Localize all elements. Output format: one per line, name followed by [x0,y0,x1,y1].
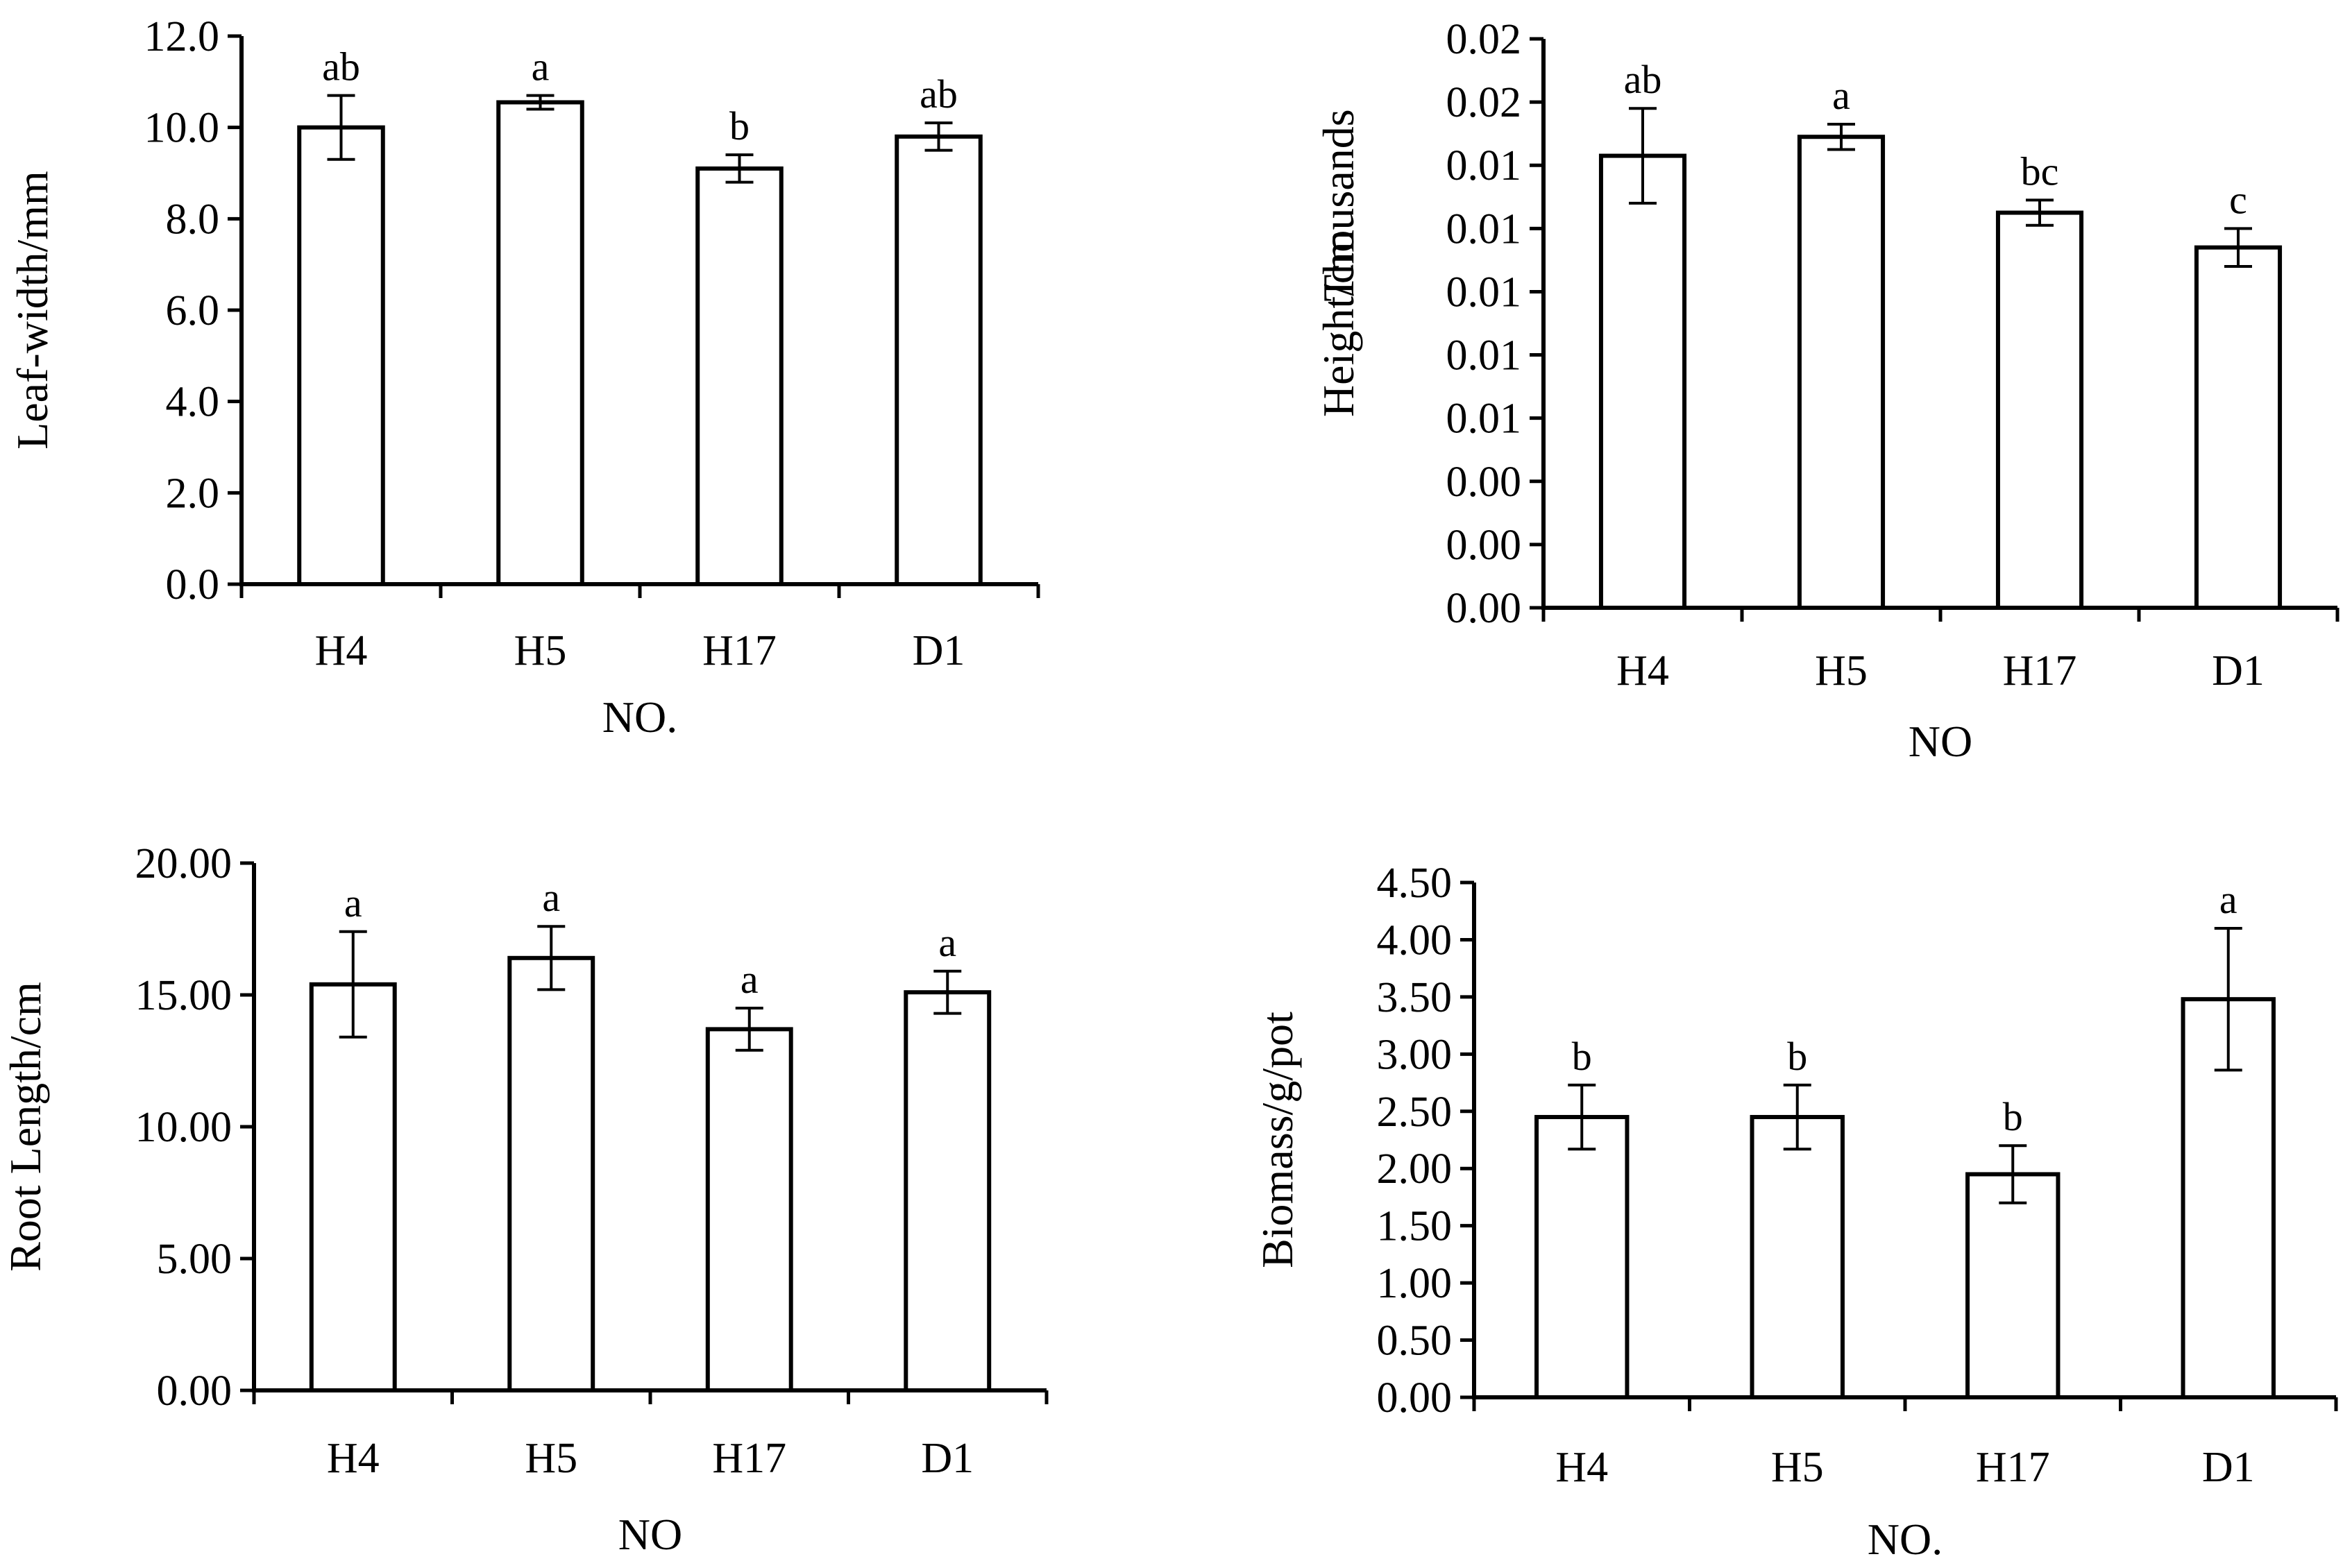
y-tick-label: 8.0 [166,196,220,243]
y-tick-label: 0.01 [1446,142,1522,189]
bar [904,990,992,1392]
significance-label: ab [1624,57,1662,102]
root-length-chart: 0.00 5.00 10.00 15.00 20.00 a H4 a H5 a H17 a D1 NO Ro… [1,840,1049,1559]
bar [1598,153,1687,611]
bar [507,955,595,1393]
bar [2194,245,2283,610]
y-tick-label: 3.00 [1377,1031,1453,1078]
bar [695,166,784,586]
y-tick-label: 0.00 [157,1367,232,1415]
category-label: H4 [315,627,368,674]
bar [1534,1115,1630,1399]
y-tick-label: 0.01 [1446,205,1522,253]
significance-label: ab [322,44,360,90]
significance-label: b [1787,1034,1807,1079]
category-label: H17 [702,627,777,674]
significance-label: b [2003,1094,2023,1139]
y-tick-label: 0.01 [1446,269,1522,316]
y-tick-label: 2.0 [166,470,220,517]
x-axis-title: NO [1909,717,1972,766]
y-tick-label: 6.0 [166,287,220,334]
y-tick-label: 0.02 [1446,79,1522,126]
y-tick-label: 1.50 [1377,1203,1453,1250]
biomass-chart: 0.00 0.50 1.00 1.50 2.00 2.50 3.00 3.50 4.00 4.50… [1253,860,2338,1564]
y-axis-title: Biomass/g/pot [1253,1012,1302,1268]
x-axis-title: NO [618,1510,682,1559]
category-label: H4 [1616,647,1669,694]
x-axis-title: NO. [602,692,677,742]
y-tick-label: 2.50 [1377,1089,1453,1136]
category-label: D1 [2202,1444,2255,1491]
y-tick-label: 4.00 [1377,917,1453,964]
y-tick-label: 10.0 [144,105,220,152]
y-tick-label: 4.50 [1377,860,1453,907]
bar [1797,135,1886,610]
y-tick-label: 4.0 [166,379,220,426]
significance-label: a [741,957,759,1002]
y-tick-label: 3.50 [1377,974,1453,1021]
y-axis-overlap-title: Thousands [1314,109,1363,301]
y-axis-title: Leaf-width/mm [8,171,57,450]
significance-label: a [542,875,560,920]
y-axis-title: Height/cm [1314,230,1363,417]
y-tick-label: 0.50 [1377,1318,1453,1365]
category-label: H4 [1555,1444,1608,1491]
bar [1750,1115,1845,1399]
y-tick-label: 0.01 [1446,332,1522,380]
category-label: D1 [2212,647,2265,694]
category-label: D1 [921,1435,974,1482]
significance-label: bc [2021,148,2059,194]
y-tick-label: 0.00 [1377,1374,1453,1422]
bar [496,100,584,587]
bar [705,1027,793,1392]
y-tick-label: 5.00 [157,1236,232,1283]
category-label: H17 [2003,647,2077,694]
y-tick-label: 12.0 [144,13,220,60]
significance-label: a [1832,73,1850,118]
height-chart: 0.00 0.00 0.00 0.01 0.01 0.01 0.01 0.01 0.02 0.02… [1314,16,2340,766]
bar [1995,210,2084,610]
y-tick-label: 1.00 [1377,1260,1453,1307]
y-axis-title: Root Length/cm [1,982,50,1272]
y-tick-label: 0.0 [166,561,220,608]
bar [297,125,385,586]
y-tick-label: 0.01 [1446,395,1522,443]
category-label: H5 [525,1435,577,1482]
y-tick-label: 15.00 [135,972,232,1019]
significance-label: ab [920,71,958,117]
significance-label: a [2219,877,2237,922]
significance-label: a [532,44,550,90]
category-label: H5 [1815,647,1868,694]
significance-label: a [938,920,956,965]
leaf-width-chart: 0.0 2.0 4.0 6.0 8.0 10.0 12.0 ab H4 a H5 b H17 ab D1 NO… [8,13,1040,742]
category-label: H17 [712,1435,786,1482]
x-axis-title: NO. [1868,1515,1943,1564]
significance-label: b [729,103,750,148]
y-tick-label: 0.02 [1446,16,1522,63]
y-tick-label: 20.00 [135,840,232,887]
significance-label: b [1572,1034,1592,1079]
significance-label: a [344,880,362,926]
y-tick-label: 2.00 [1377,1145,1453,1193]
category-label: H4 [327,1435,380,1482]
bar [309,982,397,1393]
y-tick-label: 0.00 [1446,585,1522,632]
bar [1965,1172,2061,1399]
y-tick-label: 10.00 [135,1104,232,1151]
category-label: H5 [1771,1444,1824,1491]
category-label: H5 [514,627,567,674]
y-tick-label: 0.00 [1446,459,1522,506]
significance-label: c [2229,177,2247,222]
category-label: D1 [913,627,965,674]
bar [895,134,983,587]
category-label: H17 [1976,1444,2050,1491]
y-tick-label: 0.00 [1446,522,1522,569]
